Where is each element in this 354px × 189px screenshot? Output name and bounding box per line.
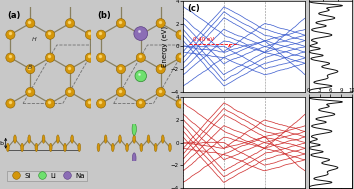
Circle shape [112, 143, 114, 152]
Text: H: H [32, 37, 37, 42]
Circle shape [133, 135, 136, 143]
Circle shape [169, 143, 171, 152]
Circle shape [46, 99, 55, 108]
Circle shape [65, 19, 75, 28]
Circle shape [71, 135, 74, 143]
Circle shape [78, 143, 81, 152]
Circle shape [156, 88, 165, 97]
Circle shape [156, 64, 165, 74]
Circle shape [134, 27, 148, 40]
Circle shape [97, 143, 100, 152]
Circle shape [46, 30, 55, 39]
Circle shape [46, 53, 55, 62]
Circle shape [116, 19, 126, 28]
Circle shape [135, 70, 147, 82]
Circle shape [126, 143, 129, 152]
Text: (b): (b) [98, 12, 112, 20]
Circle shape [156, 19, 165, 28]
Circle shape [116, 64, 126, 74]
Legend: Si, Li, Na: Si, Li, Na [7, 171, 87, 181]
Circle shape [85, 99, 95, 108]
Circle shape [65, 64, 75, 74]
Circle shape [56, 135, 59, 143]
Circle shape [85, 30, 95, 39]
Circle shape [26, 88, 35, 97]
Circle shape [6, 30, 15, 39]
Circle shape [176, 30, 185, 39]
Circle shape [147, 135, 150, 143]
Circle shape [49, 143, 52, 152]
Text: (a): (a) [7, 12, 21, 20]
Circle shape [28, 135, 31, 143]
Circle shape [13, 135, 16, 143]
Circle shape [119, 135, 121, 143]
Circle shape [132, 123, 136, 135]
Circle shape [136, 30, 145, 39]
Circle shape [161, 135, 164, 143]
Circle shape [35, 143, 38, 152]
Text: 0.40 eV: 0.40 eV [193, 37, 214, 42]
Circle shape [26, 19, 35, 28]
Circle shape [154, 143, 157, 152]
Circle shape [97, 99, 105, 108]
Text: (c): (c) [187, 4, 200, 13]
Text: b: b [0, 141, 4, 146]
Circle shape [97, 53, 105, 62]
Circle shape [104, 135, 107, 143]
Circle shape [85, 53, 95, 62]
Circle shape [176, 99, 185, 108]
Y-axis label: Energy (eV): Energy (eV) [161, 26, 168, 67]
Circle shape [6, 53, 15, 62]
Circle shape [6, 143, 9, 152]
Circle shape [136, 53, 145, 62]
Circle shape [42, 135, 45, 143]
Circle shape [26, 64, 35, 74]
Circle shape [6, 99, 15, 108]
Circle shape [132, 153, 136, 164]
Circle shape [176, 53, 185, 62]
Text: B: B [28, 65, 33, 70]
Circle shape [116, 88, 126, 97]
Circle shape [136, 99, 145, 108]
Circle shape [140, 143, 143, 152]
Circle shape [21, 143, 24, 152]
Circle shape [65, 88, 75, 97]
Circle shape [64, 143, 67, 152]
Circle shape [97, 30, 105, 39]
